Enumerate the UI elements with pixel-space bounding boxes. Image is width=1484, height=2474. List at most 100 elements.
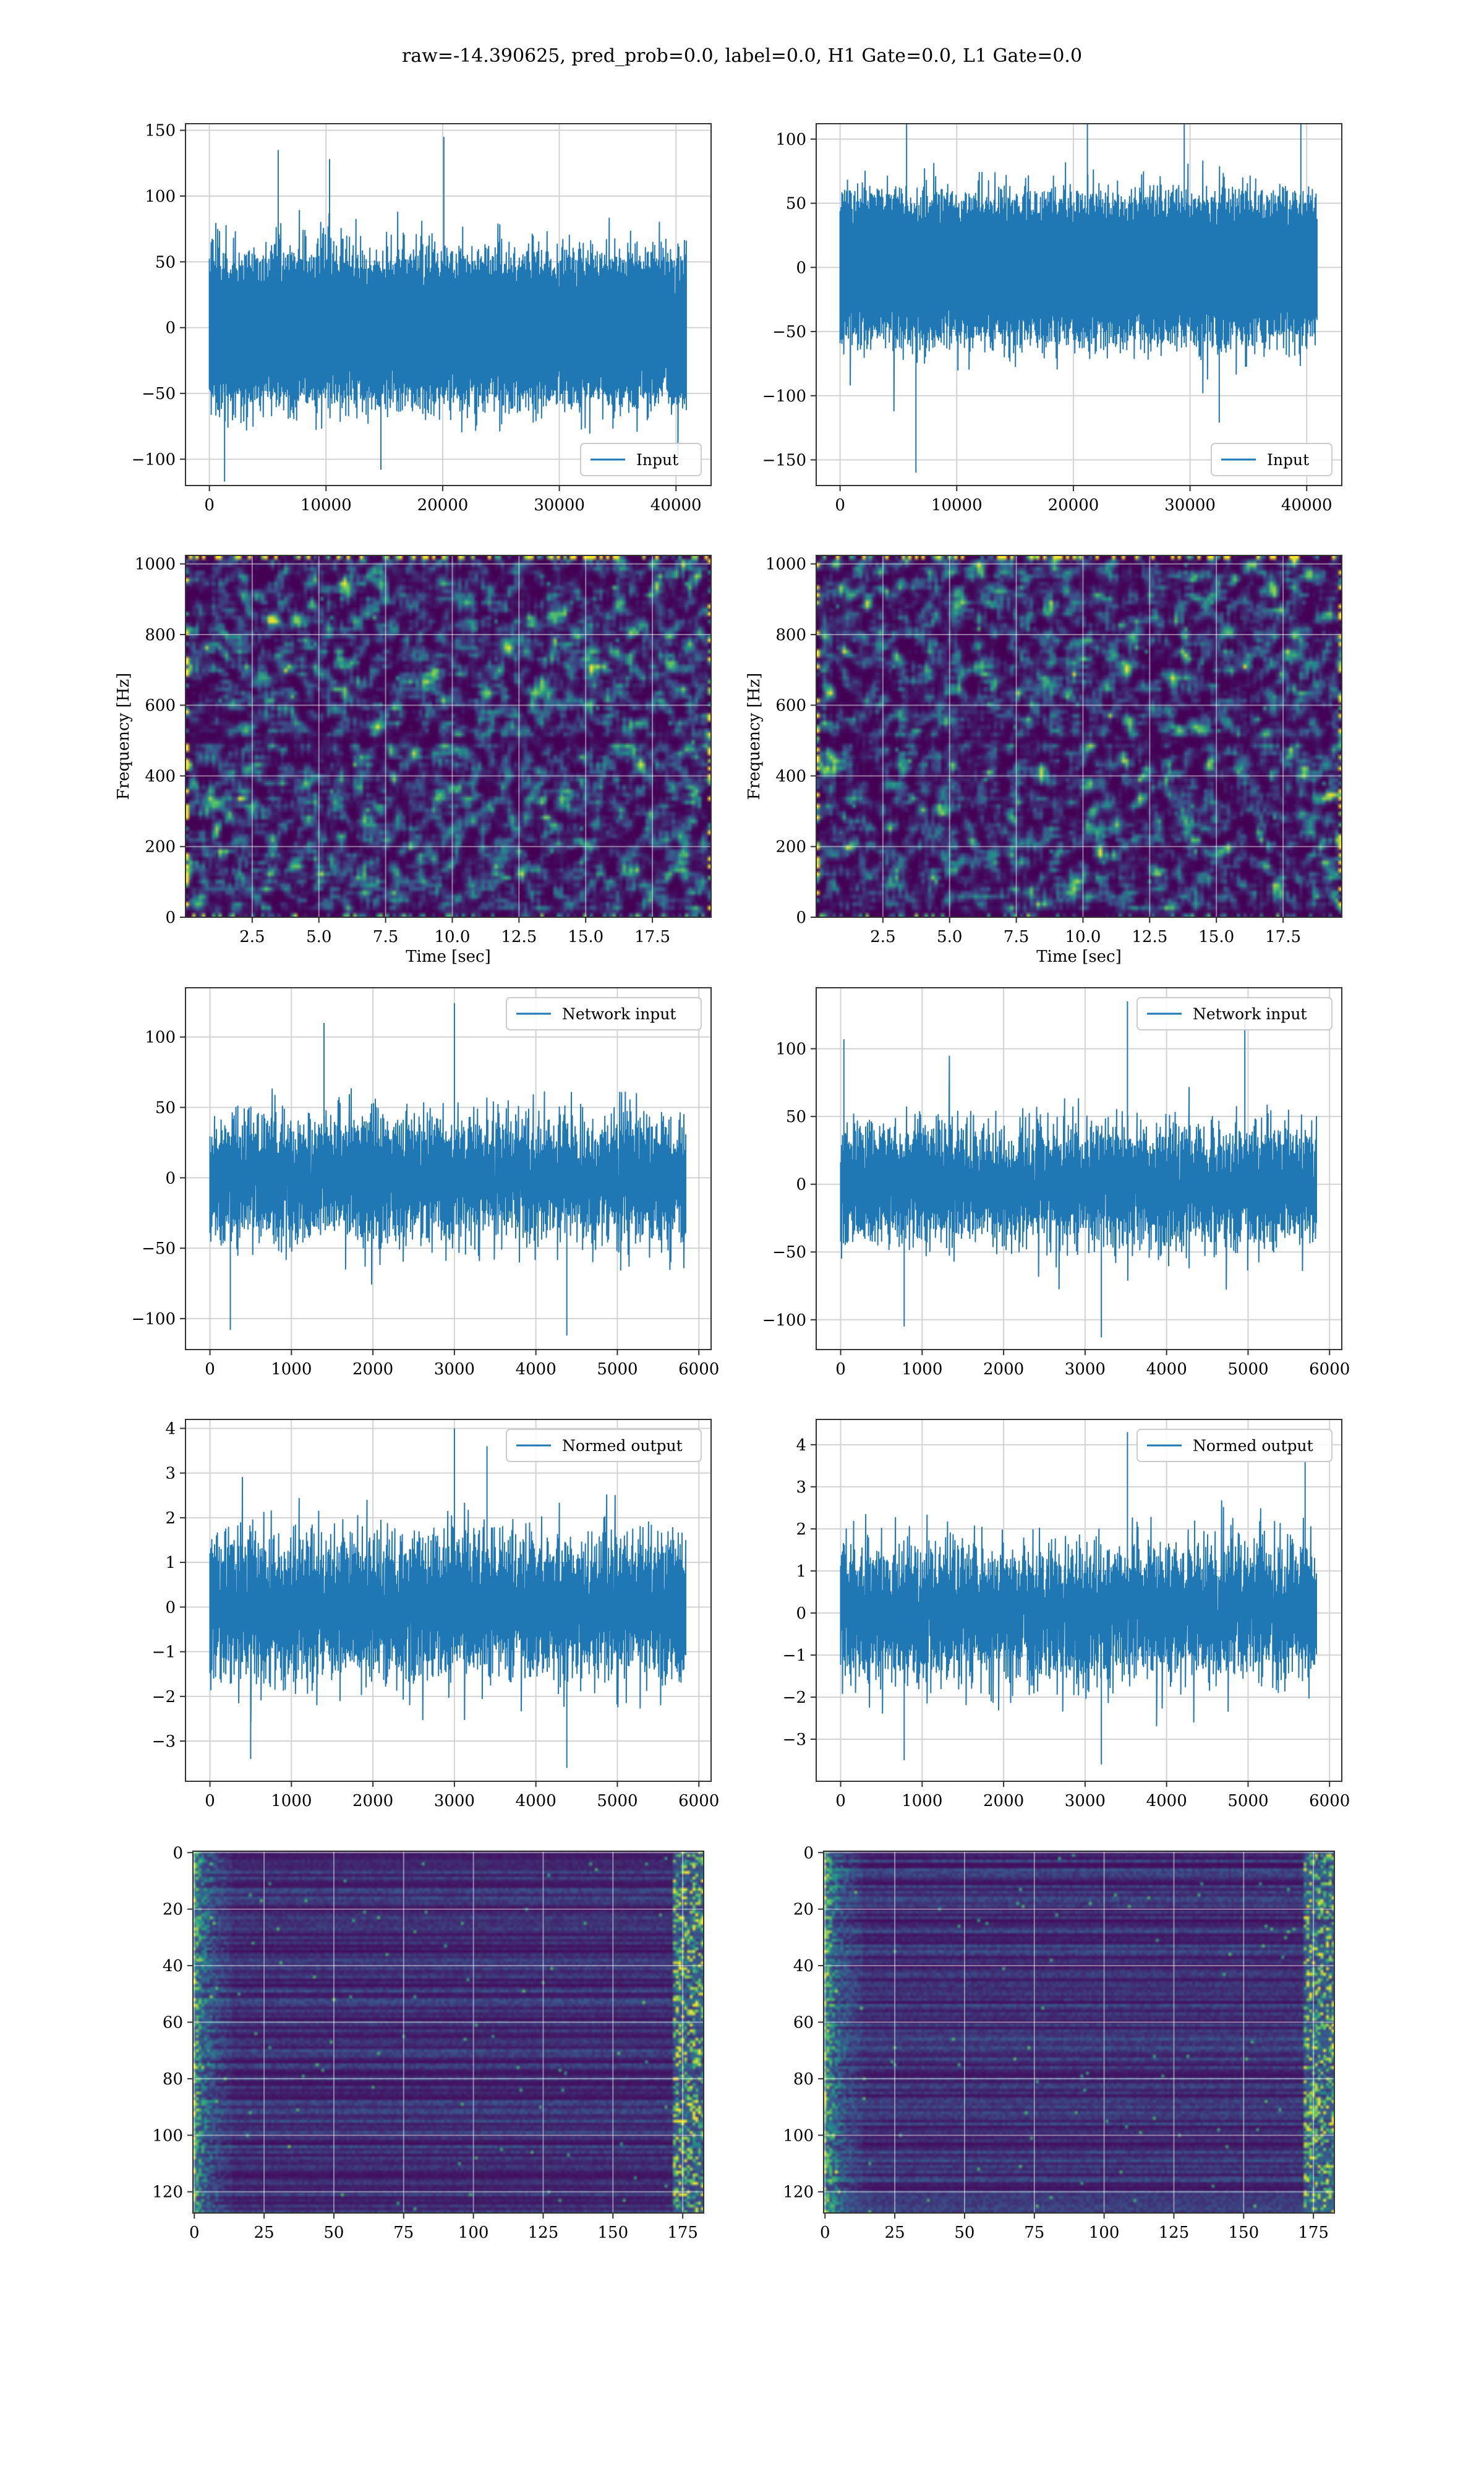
y-tick-label: −100 xyxy=(132,450,176,469)
subplot-feature-map-l1: 0 25 50 75 100 125 150 175 0 20 40 60 80 100 120 xyxy=(783,1844,1335,2242)
y-tick-label: 1 xyxy=(796,1562,806,1581)
x-axis-label: Time [sec] xyxy=(1036,948,1122,966)
y-tick-label: −3 xyxy=(152,1732,176,1751)
x-tick-label: 2.5 xyxy=(870,928,895,946)
axes-frame xyxy=(185,1419,712,1782)
x-tick-label: 0 xyxy=(189,2224,200,2242)
x-tick-label: 7.5 xyxy=(373,928,398,946)
series-line xyxy=(209,1428,686,1768)
series-line xyxy=(209,1003,686,1336)
y-tick-label: 20 xyxy=(163,1901,183,1919)
y-tick-label: 50 xyxy=(786,1108,806,1126)
x-tick-label: 3000 xyxy=(1065,1792,1106,1810)
legend: Normed output xyxy=(506,1429,702,1462)
axes-frame xyxy=(816,987,1342,1350)
legend-label: Network input xyxy=(1193,1005,1307,1023)
y-tick-label: 3 xyxy=(165,1465,176,1483)
figure-suptitle: raw=-14.390625, pred_prob=0.0, label=0.0… xyxy=(402,45,1082,67)
y-tick-label: −100 xyxy=(762,387,806,406)
y-tick-label: 60 xyxy=(793,2014,814,2032)
y-tick-label: 600 xyxy=(145,696,176,715)
y-tick-label: −100 xyxy=(132,1310,176,1329)
x-tick-label: 75 xyxy=(393,2224,414,2242)
x-tick-label: 75 xyxy=(1024,2224,1044,2242)
tick-labels: 0 10000 20000 30000 40000 −100 −50 0 50 100 150 xyxy=(132,122,702,515)
legend: Normed output xyxy=(1136,1429,1333,1462)
legend-box xyxy=(580,443,702,476)
legend-label: Normed output xyxy=(1193,1437,1313,1455)
legend-box xyxy=(1136,1429,1333,1462)
y-tick-label: 40 xyxy=(163,1957,183,1975)
x-tick-label: 20000 xyxy=(1048,496,1099,515)
subplot-input-l1: Input 0 10000 20000 30000 40000 −150 −100 −50 0 50… xyxy=(762,123,1342,515)
y-tick-label: 0 xyxy=(796,259,806,277)
x-tick-label: 5000 xyxy=(1227,1792,1268,1810)
x-tick-label: 1000 xyxy=(271,1360,312,1379)
legend-label: Input xyxy=(1267,451,1309,469)
y-tick-label: 0 xyxy=(803,1844,814,1862)
x-tick-label: 5.0 xyxy=(937,928,962,946)
subplot-input-h1: Input 0 10000 20000 30000 40000 −100 −50 0 50 100 1… xyxy=(132,122,712,515)
y-axis-label: Frequency [Hz] xyxy=(114,673,133,800)
y-tick-label: 100 xyxy=(775,1040,806,1059)
x-tick-label: 15.0 xyxy=(1198,928,1234,946)
x-axis-label: Time [sec] xyxy=(406,948,491,966)
series-line xyxy=(839,124,1318,473)
y-tick-label: 0 xyxy=(165,909,176,927)
x-tick-label: 2000 xyxy=(983,1792,1024,1810)
x-tick-label: 5000 xyxy=(597,1360,638,1379)
axes-frame xyxy=(816,555,1342,918)
y-tick-label: 100 xyxy=(152,2126,183,2145)
legend: Input xyxy=(580,443,702,476)
x-tick-label: 125 xyxy=(528,2224,559,2242)
y-tick-label: −150 xyxy=(762,452,806,470)
x-tick-label: 0 xyxy=(835,496,845,515)
tick-labels: 0 1000 2000 3000 4000 5000 6000 −100 −50 0 50 100 xyxy=(132,1029,720,1379)
x-tick-label: 10000 xyxy=(301,496,352,515)
y-tick-label: 120 xyxy=(783,2183,814,2202)
x-tick-label: 0 xyxy=(205,1360,215,1379)
tick-labels: 0 1000 2000 3000 4000 5000 6000 −3 −2 −1 0 1 2 3 4 xyxy=(783,1436,1350,1810)
y-tick-label: 80 xyxy=(163,2070,183,2089)
x-tick-label: 1000 xyxy=(902,1360,942,1379)
y-tick-label: 0 xyxy=(796,909,806,927)
x-tick-label: 17.5 xyxy=(634,928,670,946)
x-tick-label: 15.0 xyxy=(568,928,603,946)
grid-lines xyxy=(824,1851,1334,2213)
y-tick-label: 100 xyxy=(145,1029,176,1047)
x-tick-label: 0 xyxy=(820,2224,830,2242)
y-tick-label: 150 xyxy=(145,122,176,140)
x-tick-label: 3000 xyxy=(434,1792,475,1810)
legend-label: Network input xyxy=(562,1005,676,1023)
y-tick-label: 0 xyxy=(796,1176,806,1194)
tick-labels: 0 1000 2000 3000 4000 5000 6000 −3 −2 −1 0 1 2 3 4 xyxy=(152,1419,720,1810)
legend: Network input xyxy=(1136,997,1333,1030)
x-tick-label: 0 xyxy=(205,1792,215,1810)
tick-labels: 2.5 5.0 7.5 10.0 12.5 15.0 17.5 0 200 400 600 800 10… xyxy=(135,555,670,946)
x-tick-label: 7.5 xyxy=(1004,928,1029,946)
legend-box xyxy=(506,997,702,1030)
legend-box xyxy=(1136,997,1333,1030)
x-tick-label: 20000 xyxy=(417,496,469,515)
subplot-feature-map-h1: 0 25 50 75 100 125 150 175 0 20 40 60 80 100 120 xyxy=(152,1844,704,2242)
subplot-spectrogram-l1: 2.5 5.0 7.5 10.0 12.5 15.0 17.5 0 200 400 600 800 10… xyxy=(745,555,1342,966)
x-tick-label: 150 xyxy=(1228,2224,1259,2242)
y-tick-label: −50 xyxy=(142,385,176,403)
x-tick-label: 100 xyxy=(458,2224,489,2242)
x-tick-label: 10000 xyxy=(931,496,983,515)
y-tick-label: 2 xyxy=(165,1509,176,1528)
y-tick-label: 400 xyxy=(775,767,806,785)
x-tick-label: 50 xyxy=(954,2224,974,2242)
x-tick-label: 12.5 xyxy=(501,928,537,946)
x-tick-label: 40000 xyxy=(650,496,702,515)
x-tick-label: 0 xyxy=(835,1792,846,1810)
y-tick-label: 1000 xyxy=(135,555,176,574)
x-tick-label: 6000 xyxy=(678,1792,719,1810)
grid-lines xyxy=(186,555,711,917)
x-tick-label: 6000 xyxy=(678,1360,719,1379)
x-tick-label: 4000 xyxy=(1146,1360,1187,1379)
heatmap-image xyxy=(816,555,1342,917)
